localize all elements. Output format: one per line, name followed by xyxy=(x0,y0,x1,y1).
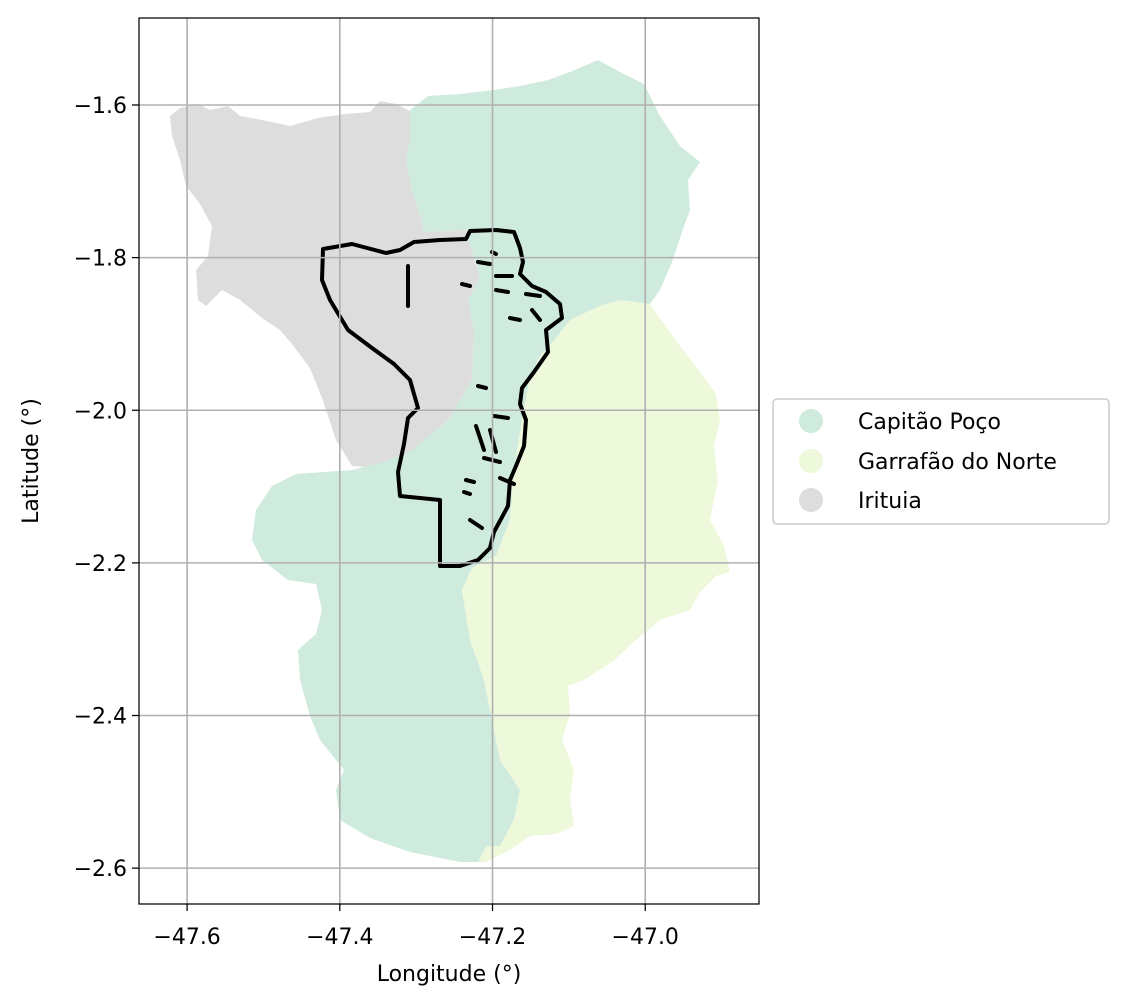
legend-marker-garrafao-do-norte xyxy=(799,449,823,473)
y-axis-label: Latitude (°) xyxy=(19,398,44,524)
legend: Capitão Poço Garrafão do Norte Irituia xyxy=(772,398,1110,525)
fragment-line xyxy=(460,282,472,288)
fragment-line xyxy=(462,490,472,496)
fragment-line xyxy=(492,414,510,420)
fragment-line xyxy=(468,518,484,530)
fragment-line xyxy=(524,292,542,298)
x-tick-label: −47.4 xyxy=(306,925,373,950)
x-tick-label: −47.2 xyxy=(459,925,526,950)
legend-marker-capitao-poco xyxy=(799,409,823,433)
legend-label-garrafao-do-norte: Garrafão do Norte xyxy=(858,450,1057,475)
region-capitao-poco xyxy=(252,60,700,862)
y-tick-label: −2.6 xyxy=(74,857,127,882)
x-tick-label: −47.0 xyxy=(612,925,679,950)
fragment-line xyxy=(530,308,542,322)
fragment-line xyxy=(464,478,476,484)
map-area xyxy=(170,60,730,862)
axes-frame xyxy=(138,17,760,905)
legend-label-capitao-poco: Capitão Poço xyxy=(858,410,1001,435)
fragment-line xyxy=(476,384,488,390)
fragment-line xyxy=(508,316,522,322)
legend-label-irituia: Irituia xyxy=(858,489,922,514)
fragment-line xyxy=(498,476,516,486)
legend-marker-irituia xyxy=(799,488,823,512)
x-axis-label: Longitude (°) xyxy=(377,962,522,987)
grid xyxy=(139,18,759,904)
legend-box xyxy=(772,398,1110,525)
fragment-line xyxy=(474,424,486,452)
y-tick-label: −2.2 xyxy=(74,552,127,577)
x-axis-ticks: −47.6 −47.4 −47.2 −47.0 xyxy=(153,904,679,950)
y-tick-label: −1.6 xyxy=(74,94,127,119)
study-area-fragments xyxy=(406,250,542,530)
y-tick-label: −2.0 xyxy=(74,399,127,424)
fragment-line xyxy=(494,288,510,294)
region-garrafao-do-norte xyxy=(462,300,730,862)
study-area-boundary xyxy=(320,228,564,568)
x-tick-label: −47.6 xyxy=(153,925,220,950)
y-axis-ticks: −1.6 −1.8 −2.0 −2.2 −2.4 −2.6 xyxy=(74,94,139,882)
y-tick-label: −1.8 xyxy=(74,247,127,272)
y-tick-label: −2.4 xyxy=(74,705,127,730)
fragment-line xyxy=(476,260,492,266)
